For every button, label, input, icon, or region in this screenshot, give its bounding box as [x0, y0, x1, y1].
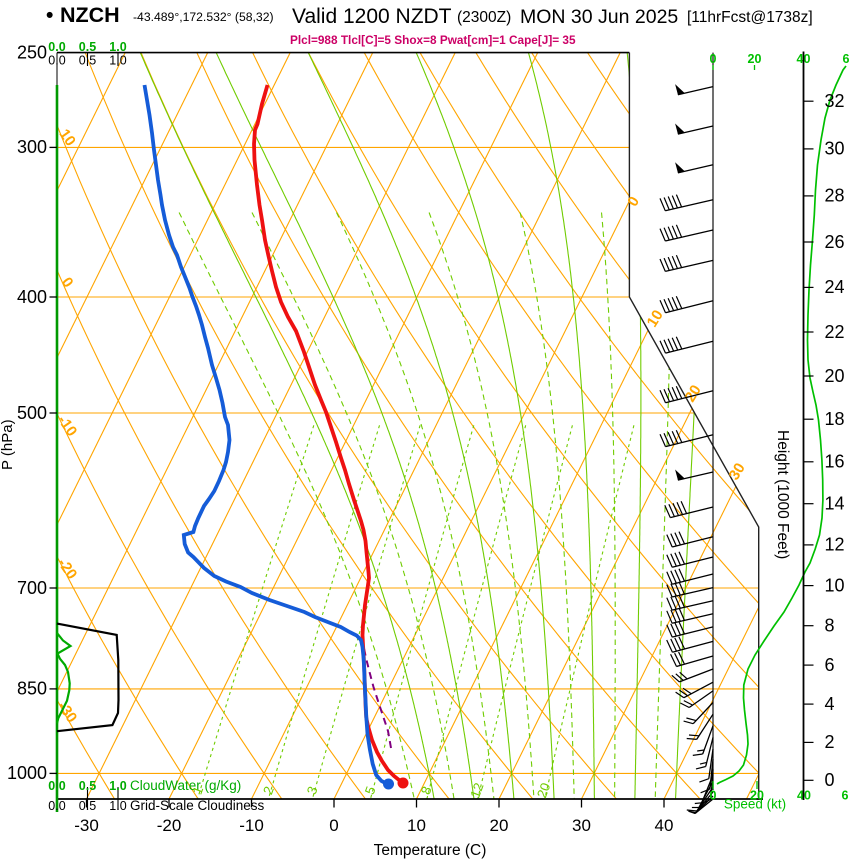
- svg-text:0.0: 0.0: [48, 779, 65, 793]
- svg-text:0: 0: [329, 816, 338, 835]
- svg-text:-43.489°,172.532° (58,32): -43.489°,172.532° (58,32): [133, 10, 274, 24]
- svg-text:30: 30: [825, 139, 845, 159]
- svg-text:-20: -20: [157, 816, 182, 835]
- svg-text:20: 20: [490, 816, 509, 835]
- svg-text:0.5: 0.5: [79, 54, 96, 68]
- svg-text:(2300Z): (2300Z): [457, 9, 511, 26]
- svg-text:18: 18: [825, 409, 845, 429]
- svg-text:1000: 1000: [7, 763, 47, 783]
- svg-text:0: 0: [710, 52, 717, 66]
- svg-text:24: 24: [825, 277, 845, 297]
- svg-text:Plcl=988 Tlcl[C]=5 Shox=8 Pwat: Plcl=988 Tlcl[C]=5 Shox=8 Pwat[cm]=1 Cap…: [290, 33, 576, 47]
- svg-text:0: 0: [825, 770, 835, 790]
- svg-text:12: 12: [825, 535, 845, 555]
- svg-text:Height (1000 Feet): Height (1000 Feet): [774, 430, 791, 559]
- svg-text:0.0: 0.0: [48, 40, 65, 54]
- svg-text:850: 850: [17, 679, 47, 699]
- svg-text:4: 4: [825, 694, 835, 714]
- svg-text:700: 700: [17, 578, 47, 598]
- svg-text:400: 400: [17, 287, 47, 307]
- svg-text:2: 2: [825, 732, 835, 752]
- svg-text:6: 6: [825, 655, 835, 675]
- svg-text:16: 16: [825, 452, 845, 472]
- svg-text:0.5: 0.5: [79, 779, 96, 793]
- svg-text:Grid-Scale Cloudiness: Grid-Scale Cloudiness: [130, 798, 265, 813]
- svg-text:20: 20: [748, 52, 762, 66]
- svg-text:NZCH: NZCH: [60, 3, 120, 27]
- svg-text:6: 6: [842, 789, 849, 803]
- svg-text:40: 40: [655, 816, 674, 835]
- svg-text:1.0: 1.0: [109, 40, 126, 54]
- svg-text:500: 500: [17, 403, 47, 423]
- svg-text:[11hrFcst@1738z]: [11hrFcst@1738z]: [687, 9, 813, 26]
- svg-text:0.0: 0.0: [48, 799, 65, 813]
- svg-text:1.0: 1.0: [109, 54, 126, 68]
- svg-text:0.5: 0.5: [79, 799, 96, 813]
- svg-text:0.5: 0.5: [79, 40, 96, 54]
- svg-text:22: 22: [825, 322, 845, 342]
- svg-text:CloudWater (g/Kg): CloudWater (g/Kg): [130, 778, 241, 793]
- svg-text:0.0: 0.0: [48, 54, 65, 68]
- svg-text:8: 8: [825, 616, 835, 636]
- svg-text:•: •: [46, 4, 53, 27]
- svg-text:MON 30 Jun 2025: MON 30 Jun 2025: [520, 6, 678, 28]
- svg-text:10: 10: [825, 575, 845, 595]
- svg-text:-30: -30: [74, 816, 99, 835]
- svg-text:Valid 1200 NZDT: Valid 1200 NZDT: [292, 5, 452, 28]
- svg-text:30: 30: [572, 816, 591, 835]
- svg-text:0: 0: [710, 789, 717, 803]
- svg-text:20: 20: [825, 366, 845, 386]
- svg-text:300: 300: [17, 137, 47, 157]
- svg-text:Temperature (C): Temperature (C): [374, 842, 487, 859]
- svg-text:28: 28: [825, 186, 845, 206]
- svg-text:250: 250: [17, 42, 47, 62]
- svg-text:1.0: 1.0: [109, 799, 126, 813]
- svg-text:-10: -10: [239, 816, 264, 835]
- svg-text:14: 14: [825, 494, 845, 514]
- svg-text:P (hPa): P (hPa): [0, 419, 16, 470]
- svg-text:10: 10: [407, 816, 426, 835]
- svg-text:32: 32: [825, 91, 845, 111]
- svg-text:26: 26: [825, 232, 845, 252]
- svg-text:1.0: 1.0: [109, 779, 126, 793]
- svg-text:Speed (kt): Speed (kt): [724, 797, 786, 812]
- svg-text:6: 6: [843, 52, 850, 66]
